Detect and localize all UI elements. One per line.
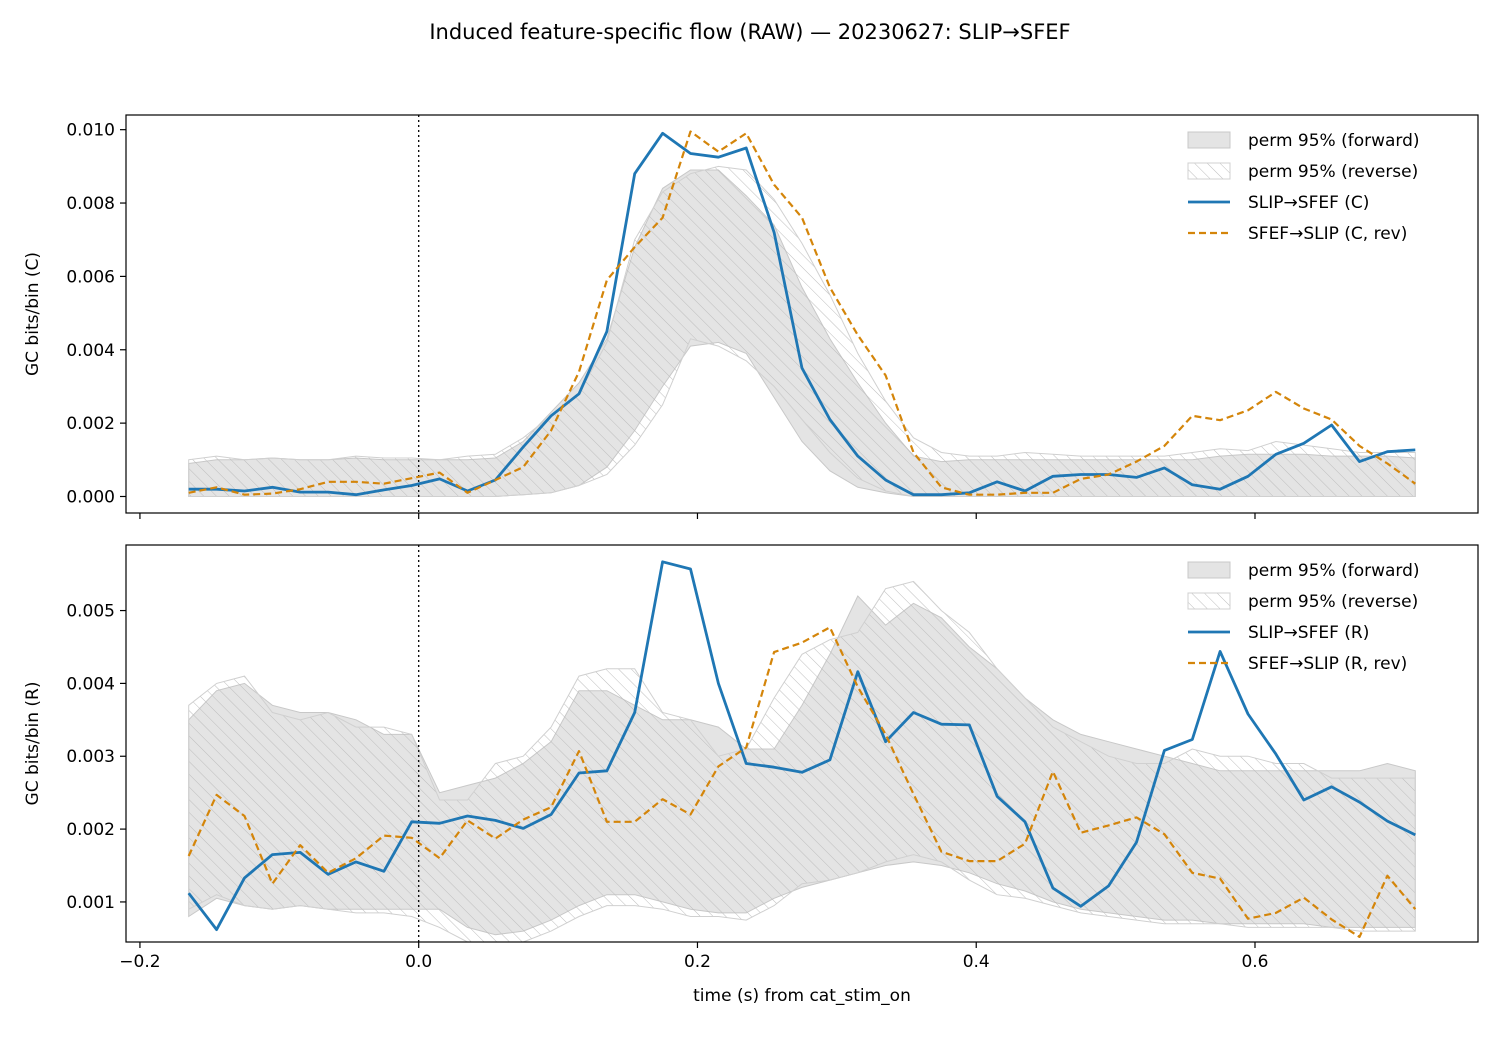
x-tick-label: −0.2 xyxy=(119,952,160,972)
series-line-reverse xyxy=(188,130,1416,496)
x-tick-label: 0.0 xyxy=(405,952,432,972)
y-tick-label: 0.004 xyxy=(66,341,115,361)
perm-band-reverse xyxy=(188,165,1416,497)
plot-area xyxy=(187,545,1417,942)
legend-label: SLIP→SFEF (C) xyxy=(1248,193,1369,213)
x-tick-label: 0.4 xyxy=(963,952,990,972)
legend-label: SFEF→SLIP (R, rev) xyxy=(1248,654,1407,674)
axes-frame xyxy=(125,114,1479,514)
legend-swatch-band xyxy=(1187,561,1231,579)
legend-swatch-hatch xyxy=(1187,592,1231,610)
legend-label: perm 95% (reverse) xyxy=(1248,592,1418,612)
legend: perm 95% (forward) perm 95% (reverse) SLIP… xyxy=(1187,561,1420,674)
legend-label: SLIP→SFEF (R) xyxy=(1248,623,1369,643)
legend-swatch-hatch xyxy=(1187,162,1231,180)
legend-label: perm 95% (forward) xyxy=(1248,131,1420,151)
y-tick-label: 0.001 xyxy=(66,893,115,913)
x-tick-label: 0.6 xyxy=(1241,952,1268,972)
axes-frame xyxy=(125,544,1479,943)
plot-area xyxy=(188,115,1416,513)
y-tick-label: 0.003 xyxy=(66,747,115,767)
y-tick-label: 0.002 xyxy=(66,414,115,434)
y-tick-label: 0.010 xyxy=(66,121,115,141)
y-tick-label: 0.002 xyxy=(66,820,115,840)
series-line-reverse xyxy=(187,626,1417,939)
legend-swatch-band xyxy=(1187,131,1231,149)
y-tick-label: 0.004 xyxy=(66,674,115,694)
y-tick-label: 0.005 xyxy=(66,602,115,622)
y-tick-label: 0.008 xyxy=(66,194,115,214)
series-line-forward xyxy=(187,560,1416,931)
panel-bottom: −0.2 0.0 0.2 0.4 0.6 0.001 0.002 0.003 0.004 0.00… xyxy=(23,544,1479,972)
figure-title: Induced feature-specific flow (RAW) — 20… xyxy=(429,20,1070,44)
perm-band-reverse xyxy=(188,580,1416,942)
y-tick-label: 0.006 xyxy=(66,267,115,287)
series-line-forward xyxy=(188,131,1416,497)
legend-label: perm 95% (forward) xyxy=(1248,561,1420,581)
legend: perm 95% (forward) perm 95% (reverse) SLIP… xyxy=(1187,131,1420,244)
x-tick-label: 0.2 xyxy=(684,952,711,972)
legend-label: perm 95% (reverse) xyxy=(1248,162,1418,182)
x-axis-label: time (s) from cat_stim_on xyxy=(693,986,911,1006)
legend-label: SFEF→SLIP (C, rev) xyxy=(1248,224,1407,244)
y-axis-label: GC bits/bin (C) xyxy=(23,252,43,376)
panel-top: 0.000 0.002 0.004 0.006 0.008 0.010 GC bits/bi… xyxy=(23,114,1479,519)
y-tick-label: 0.000 xyxy=(66,487,115,507)
y-axis-label: GC bits/bin (R) xyxy=(23,682,43,806)
